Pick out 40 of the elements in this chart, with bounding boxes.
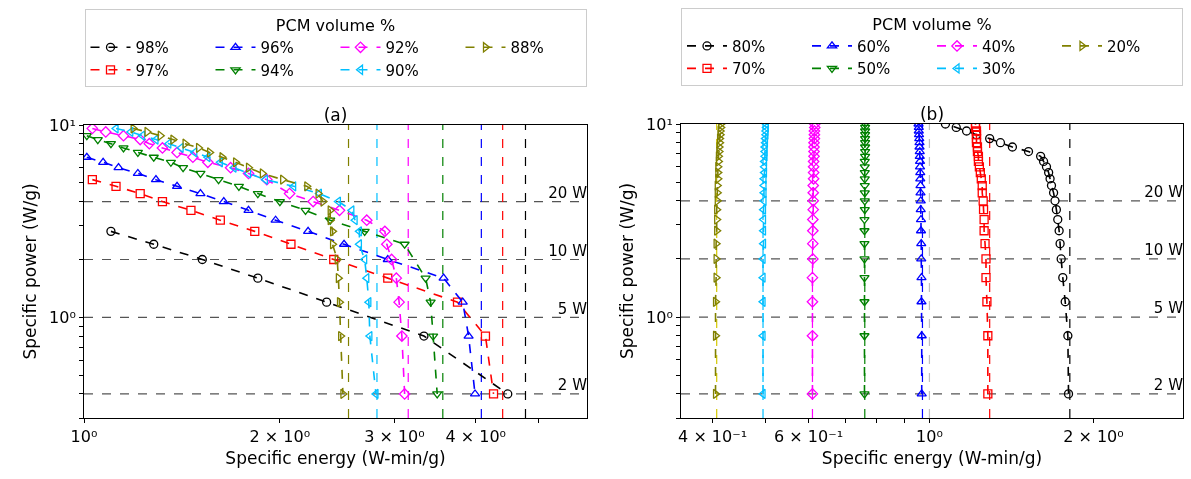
legend-label: 90% (385, 61, 419, 80)
legend-label: 40% (982, 37, 1016, 56)
x-tick-label: 2 × 10⁰ (249, 427, 311, 447)
y-axis-title: Specific power (W/g) (19, 183, 40, 360)
legend-label: 60% (857, 37, 891, 56)
y-tick-label: 10¹ (646, 114, 673, 134)
legend-label: 50% (857, 60, 891, 79)
x-tick-label: 6 × 10⁻¹ (774, 427, 844, 447)
legend-label: 92% (385, 39, 419, 58)
ref-line-label: 5 W (557, 299, 588, 318)
legend-label: 88% (510, 39, 544, 58)
legend-label: 30% (982, 60, 1016, 79)
ref-line-label: 20 W (1144, 183, 1184, 202)
ref-line-label: 10 W (548, 241, 588, 260)
legend-label: 94% (260, 61, 294, 80)
legend-label: 97% (135, 61, 169, 80)
legend-label: 98% (135, 39, 169, 58)
legend-title: PCM volume % (275, 16, 396, 36)
legend-title: PCM volume % (872, 14, 992, 34)
x-axis-title: Specific energy (W-min/g) (821, 447, 1043, 468)
y-axis-title: Specific power (W/g) (616, 182, 637, 360)
x-tick-label: 10⁰ (70, 427, 98, 447)
x-axis-title: Specific energy (W-min/g) (225, 447, 446, 468)
ref-line-label: 2 W (557, 376, 588, 395)
x-tick-label: 10⁰ (916, 427, 943, 447)
chart-title: (b) (919, 104, 945, 124)
x-tick-label: 3 × 10⁰ (364, 427, 425, 447)
x-tick-label: 4 × 10⁻¹ (678, 427, 748, 447)
ref-line-label: 5 W (1153, 299, 1184, 318)
chart-title: (a) (323, 105, 348, 125)
x-tick-label: 4 × 10⁰ (445, 427, 507, 447)
y-tick-label: 10¹ (49, 115, 76, 135)
ref-line-label: 10 W (1144, 241, 1184, 260)
legend-label: 80% (732, 37, 766, 56)
ref-line-label: 2 W (1153, 376, 1184, 395)
legend-label: 96% (260, 39, 294, 58)
legend-label: 20% (1107, 37, 1141, 56)
ref-line-label: 20 W (548, 183, 588, 202)
legend-label: 70% (732, 60, 766, 79)
x-tick-label: 2 × 10⁰ (1063, 427, 1124, 447)
